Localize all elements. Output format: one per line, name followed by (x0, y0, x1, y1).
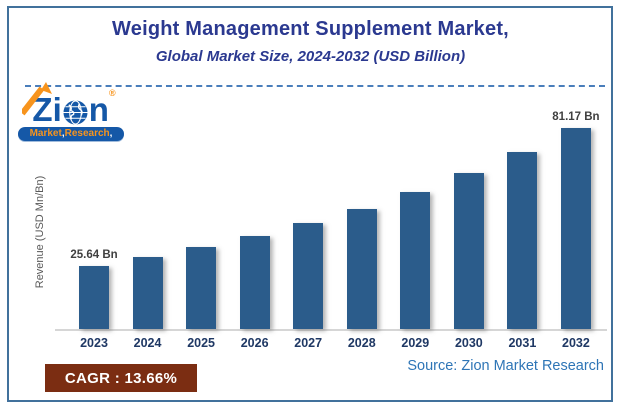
zion-market-research-logo: Z i n ® Market , Research , (18, 82, 130, 141)
bar-2031 (507, 152, 538, 329)
x-tick-label-2025: 2025 (187, 336, 215, 350)
logo-letter-i: i (52, 91, 62, 128)
source-attribution: Source: Zion Market Research (407, 358, 604, 374)
x-tick-label-2030: 2030 (454, 336, 483, 350)
chart-title: Weight Management Supplement Market, (112, 18, 509, 40)
logo-separator-end: , (109, 128, 113, 139)
logo-separator: , (61, 128, 65, 139)
x-tick-label-2024: 2024 (133, 336, 162, 350)
bar-2030 (453, 173, 484, 329)
bar-2024 (132, 256, 163, 329)
data-label-2023: 25.64 Bn (70, 248, 118, 261)
logo-letter-z: Z (32, 91, 53, 128)
bar-2025 (186, 246, 217, 329)
growth-arrow-icon (22, 82, 52, 116)
x-tick-label-2028: 2028 (347, 336, 376, 350)
bar-2028 (346, 208, 377, 329)
logo-letter-n: n (88, 91, 109, 128)
x-tick-label-2027: 2027 (294, 336, 323, 350)
x-tick-label-2029: 2029 (401, 336, 430, 350)
registered-trademark-icon: ® (108, 88, 116, 98)
x-tick-label-2031: 2031 (508, 336, 537, 350)
chart-subtitle: Global Market Size, 2024-2032 (USD Billi… (155, 48, 466, 65)
logo-brand-row: Z i n ® (18, 82, 130, 128)
bar-2032 (560, 128, 591, 329)
chart-header: Weight Management Supplement Market, Glo… (0, 18, 621, 65)
x-tick-label-2026: 2026 (240, 336, 269, 350)
logo-word-market: Market (29, 128, 62, 139)
bar-2027 (293, 223, 324, 329)
logo-word-research: Research (64, 128, 110, 139)
dashed-divider (25, 85, 605, 87)
x-axis-line (55, 329, 607, 331)
bar-2023 (79, 265, 109, 329)
cagr-badge: CAGR : 13.66% (45, 364, 197, 392)
y-axis-label: Revenue (USD Mn/Bn) (34, 175, 46, 289)
logo-tagline-bar: Market , Research , (18, 127, 124, 141)
bar-2026 (239, 235, 270, 329)
x-tick-label-2023: 2023 (80, 336, 108, 350)
bar-2029 (400, 192, 431, 329)
x-tick-label-2032: 2032 (562, 336, 590, 350)
globe-icon (63, 100, 88, 125)
data-label-2032: 81.17 Bn (552, 111, 600, 123)
